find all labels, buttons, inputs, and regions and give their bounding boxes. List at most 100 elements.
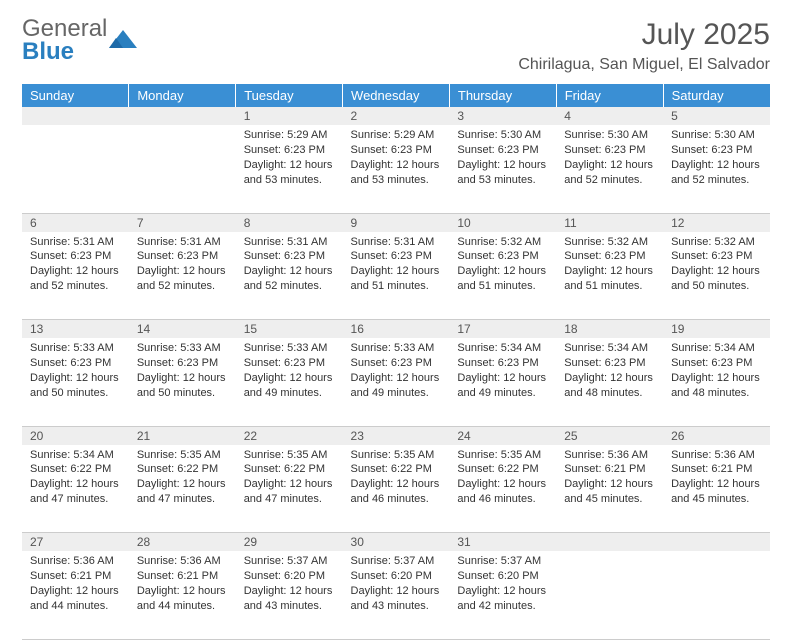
day-number: 27	[22, 533, 129, 552]
day-cell	[556, 551, 663, 639]
sunrise-line: Sunrise: 5:35 AM	[137, 448, 228, 463]
sunrise-line: Sunrise: 5:33 AM	[351, 341, 442, 356]
sunset-line: Sunset: 6:23 PM	[351, 143, 442, 158]
day-cell: Sunrise: 5:36 AMSunset: 6:21 PMDaylight:…	[663, 445, 770, 533]
sunset-line: Sunset: 6:23 PM	[671, 249, 762, 264]
cell-content: Sunrise: 5:32 AMSunset: 6:23 PMDaylight:…	[663, 232, 770, 300]
day-number: 12	[663, 213, 770, 232]
sunset-line: Sunset: 6:23 PM	[137, 356, 228, 371]
day-number: 5	[663, 107, 770, 125]
daylight-line: Daylight: 12 hours and 45 minutes.	[564, 477, 655, 507]
daylight-line: Daylight: 12 hours and 43 minutes.	[244, 584, 335, 614]
day-number: 17	[449, 320, 556, 339]
day-number: 10	[449, 213, 556, 232]
sunset-line: Sunset: 6:22 PM	[351, 462, 442, 477]
day-number: 29	[236, 533, 343, 552]
day-number: 28	[129, 533, 236, 552]
day-number	[556, 533, 663, 552]
sunrise-line: Sunrise: 5:36 AM	[671, 448, 762, 463]
sunrise-line: Sunrise: 5:34 AM	[30, 448, 121, 463]
cell-content: Sunrise: 5:37 AMSunset: 6:20 PMDaylight:…	[449, 551, 556, 619]
daylight-line: Daylight: 12 hours and 44 minutes.	[30, 584, 121, 614]
sunrise-line: Sunrise: 5:34 AM	[671, 341, 762, 356]
daylight-line: Daylight: 12 hours and 49 minutes.	[244, 371, 335, 401]
sunrise-line: Sunrise: 5:33 AM	[30, 341, 121, 356]
sunset-line: Sunset: 6:23 PM	[671, 143, 762, 158]
day-cell	[663, 551, 770, 639]
cell-content: Sunrise: 5:36 AMSunset: 6:21 PMDaylight:…	[22, 551, 129, 619]
sunrise-line: Sunrise: 5:35 AM	[351, 448, 442, 463]
daylight-line: Daylight: 12 hours and 52 minutes.	[564, 158, 655, 188]
cell-content: Sunrise: 5:31 AMSunset: 6:23 PMDaylight:…	[22, 232, 129, 300]
sunset-line: Sunset: 6:23 PM	[30, 249, 121, 264]
daylight-line: Daylight: 12 hours and 47 minutes.	[30, 477, 121, 507]
day-number: 14	[129, 320, 236, 339]
daylight-line: Daylight: 12 hours and 49 minutes.	[457, 371, 548, 401]
calendar-table: SundayMondayTuesdayWednesdayThursdayFrid…	[22, 84, 770, 640]
day-cell: Sunrise: 5:36 AMSunset: 6:21 PMDaylight:…	[556, 445, 663, 533]
day-number: 9	[343, 213, 450, 232]
sunset-line: Sunset: 6:23 PM	[351, 356, 442, 371]
cell-content: Sunrise: 5:31 AMSunset: 6:23 PMDaylight:…	[343, 232, 450, 300]
sunset-line: Sunset: 6:23 PM	[351, 249, 442, 264]
day-number: 21	[129, 426, 236, 445]
day-number: 19	[663, 320, 770, 339]
sunrise-line: Sunrise: 5:33 AM	[244, 341, 335, 356]
sunrise-line: Sunrise: 5:37 AM	[244, 554, 335, 569]
title-block: July 2025 Chirilagua, San Miguel, El Sal…	[518, 18, 770, 74]
day-cell: Sunrise: 5:30 AMSunset: 6:23 PMDaylight:…	[556, 125, 663, 213]
day-cell: Sunrise: 5:30 AMSunset: 6:23 PMDaylight:…	[663, 125, 770, 213]
sunrise-line: Sunrise: 5:32 AM	[457, 235, 548, 250]
daylight-line: Daylight: 12 hours and 53 minutes.	[457, 158, 548, 188]
sunset-line: Sunset: 6:21 PM	[30, 569, 121, 584]
day-cell: Sunrise: 5:35 AMSunset: 6:22 PMDaylight:…	[129, 445, 236, 533]
day-cell: Sunrise: 5:37 AMSunset: 6:20 PMDaylight:…	[236, 551, 343, 639]
cell-content: Sunrise: 5:37 AMSunset: 6:20 PMDaylight:…	[343, 551, 450, 619]
day-cell: Sunrise: 5:37 AMSunset: 6:20 PMDaylight:…	[343, 551, 450, 639]
sunrise-line: Sunrise: 5:37 AM	[457, 554, 548, 569]
sunrise-line: Sunrise: 5:31 AM	[351, 235, 442, 250]
sunset-line: Sunset: 6:23 PM	[244, 249, 335, 264]
cell-content: Sunrise: 5:35 AMSunset: 6:22 PMDaylight:…	[236, 445, 343, 513]
day-cell: Sunrise: 5:36 AMSunset: 6:21 PMDaylight:…	[22, 551, 129, 639]
sunrise-line: Sunrise: 5:37 AM	[351, 554, 442, 569]
day-cell: Sunrise: 5:35 AMSunset: 6:22 PMDaylight:…	[236, 445, 343, 533]
daylight-line: Daylight: 12 hours and 52 minutes.	[137, 264, 228, 294]
day-number: 31	[449, 533, 556, 552]
daynum-row: 6789101112	[22, 213, 770, 232]
day-number	[22, 107, 129, 125]
cell-content: Sunrise: 5:33 AMSunset: 6:23 PMDaylight:…	[236, 338, 343, 406]
content-row: Sunrise: 5:31 AMSunset: 6:23 PMDaylight:…	[22, 232, 770, 320]
sunrise-line: Sunrise: 5:29 AM	[351, 128, 442, 143]
sunset-line: Sunset: 6:23 PM	[457, 356, 548, 371]
day-header: Thursday	[449, 84, 556, 107]
cell-content: Sunrise: 5:35 AMSunset: 6:22 PMDaylight:…	[129, 445, 236, 513]
day-header: Saturday	[663, 84, 770, 107]
sunset-line: Sunset: 6:23 PM	[137, 249, 228, 264]
cell-content: Sunrise: 5:33 AMSunset: 6:23 PMDaylight:…	[343, 338, 450, 406]
day-number: 30	[343, 533, 450, 552]
page-header: General Blue July 2025 Chirilagua, San M…	[22, 18, 770, 74]
daylight-line: Daylight: 12 hours and 52 minutes.	[244, 264, 335, 294]
day-number: 22	[236, 426, 343, 445]
day-cell: Sunrise: 5:31 AMSunset: 6:23 PMDaylight:…	[343, 232, 450, 320]
day-number: 11	[556, 213, 663, 232]
sunrise-line: Sunrise: 5:31 AM	[30, 235, 121, 250]
day-number: 6	[22, 213, 129, 232]
day-cell: Sunrise: 5:29 AMSunset: 6:23 PMDaylight:…	[236, 125, 343, 213]
day-cell: Sunrise: 5:33 AMSunset: 6:23 PMDaylight:…	[236, 338, 343, 426]
day-number: 20	[22, 426, 129, 445]
daynum-row: 20212223242526	[22, 426, 770, 445]
cell-content: Sunrise: 5:30 AMSunset: 6:23 PMDaylight:…	[556, 125, 663, 193]
day-number	[663, 533, 770, 552]
day-number: 16	[343, 320, 450, 339]
day-number: 8	[236, 213, 343, 232]
sunrise-line: Sunrise: 5:35 AM	[457, 448, 548, 463]
daylight-line: Daylight: 12 hours and 50 minutes.	[137, 371, 228, 401]
daylight-line: Daylight: 12 hours and 45 minutes.	[671, 477, 762, 507]
cell-content: Sunrise: 5:36 AMSunset: 6:21 PMDaylight:…	[556, 445, 663, 513]
daylight-line: Daylight: 12 hours and 51 minutes.	[564, 264, 655, 294]
day-header: Friday	[556, 84, 663, 107]
cell-content: Sunrise: 5:32 AMSunset: 6:23 PMDaylight:…	[556, 232, 663, 300]
sunset-line: Sunset: 6:22 PM	[30, 462, 121, 477]
